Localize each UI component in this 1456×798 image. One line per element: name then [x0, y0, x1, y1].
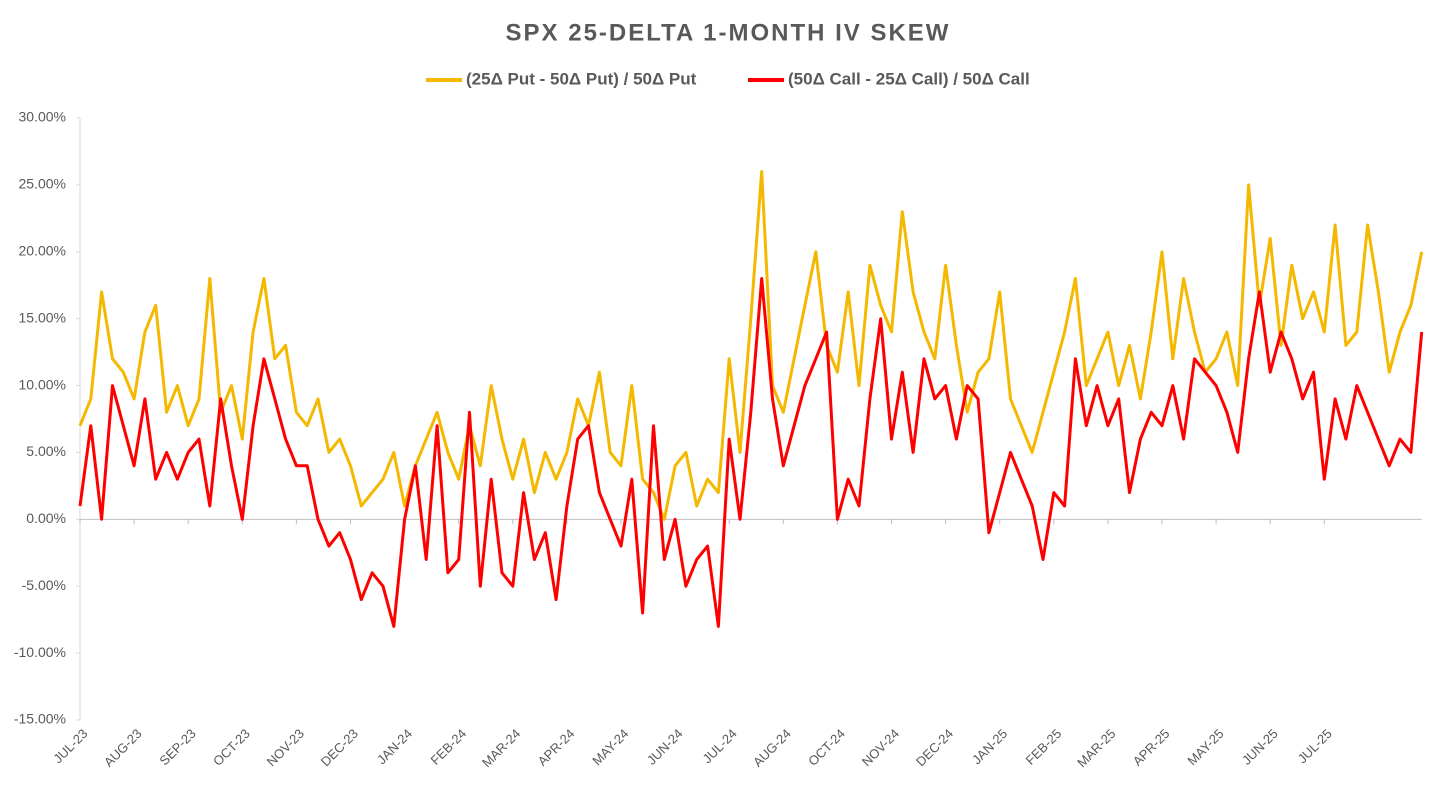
series-line: [78, 277, 1424, 628]
x-tick-label: AUG-24: [750, 726, 794, 770]
x-tick-label: JUL-25: [1295, 726, 1335, 766]
x-tick-label: NOV-23: [264, 726, 307, 769]
x-tick-label: NOV-24: [859, 726, 902, 769]
x-tick-label: JUN-25: [1239, 726, 1281, 768]
x-tick-label: MAY-24: [589, 726, 631, 768]
x-tick-label: AUG-23: [101, 726, 145, 770]
x-tick-label: DEC-24: [913, 726, 956, 769]
x-tick-label: SEP-23: [156, 726, 198, 768]
x-tick-label: JAN-25: [969, 726, 1010, 767]
y-tick-label: -10.00%: [14, 644, 66, 660]
x-tick-label: OCT-24: [805, 726, 848, 769]
x-tick-label: OCT-23: [210, 726, 253, 769]
x-tick-label: MAR-25: [1074, 726, 1118, 770]
y-tick-label: 5.00%: [26, 443, 66, 459]
x-tick-label: JAN-24: [374, 726, 415, 767]
y-tick-label: -15.00%: [14, 711, 66, 727]
y-tick-label: 0.00%: [26, 510, 66, 526]
x-tick-label: APR-25: [1130, 726, 1173, 769]
x-tick-label: JUL-24: [700, 726, 740, 766]
x-tick-label: JUN-24: [644, 726, 686, 768]
y-tick-label: -5.00%: [22, 577, 66, 593]
x-tick-label: DEC-23: [318, 726, 361, 769]
x-tick-label: FEB-24: [427, 726, 469, 768]
x-tick-label: JUL-23: [50, 726, 90, 766]
legend-label: (25Δ Put - 50Δ Put) / 50Δ Put: [466, 69, 697, 88]
x-tick-label: MAY-25: [1184, 726, 1226, 768]
y-tick-label: 30.00%: [19, 109, 66, 125]
x-tick-label: APR-24: [535, 726, 578, 769]
y-tick-label: 20.00%: [19, 242, 66, 258]
series-line: [78, 170, 1424, 521]
y-tick-label: 15.00%: [19, 309, 66, 325]
x-tick-label: FEB-25: [1023, 726, 1065, 768]
legend-label: (50Δ Call - 25Δ Call) / 50Δ Call: [788, 69, 1030, 88]
y-tick-label: 10.00%: [19, 376, 66, 392]
chart-title: SPX 25-DELTA 1-MONTH IV SKEW: [506, 19, 951, 46]
x-tick-label: MAR-24: [479, 726, 523, 770]
y-tick-label: 25.00%: [19, 176, 66, 192]
